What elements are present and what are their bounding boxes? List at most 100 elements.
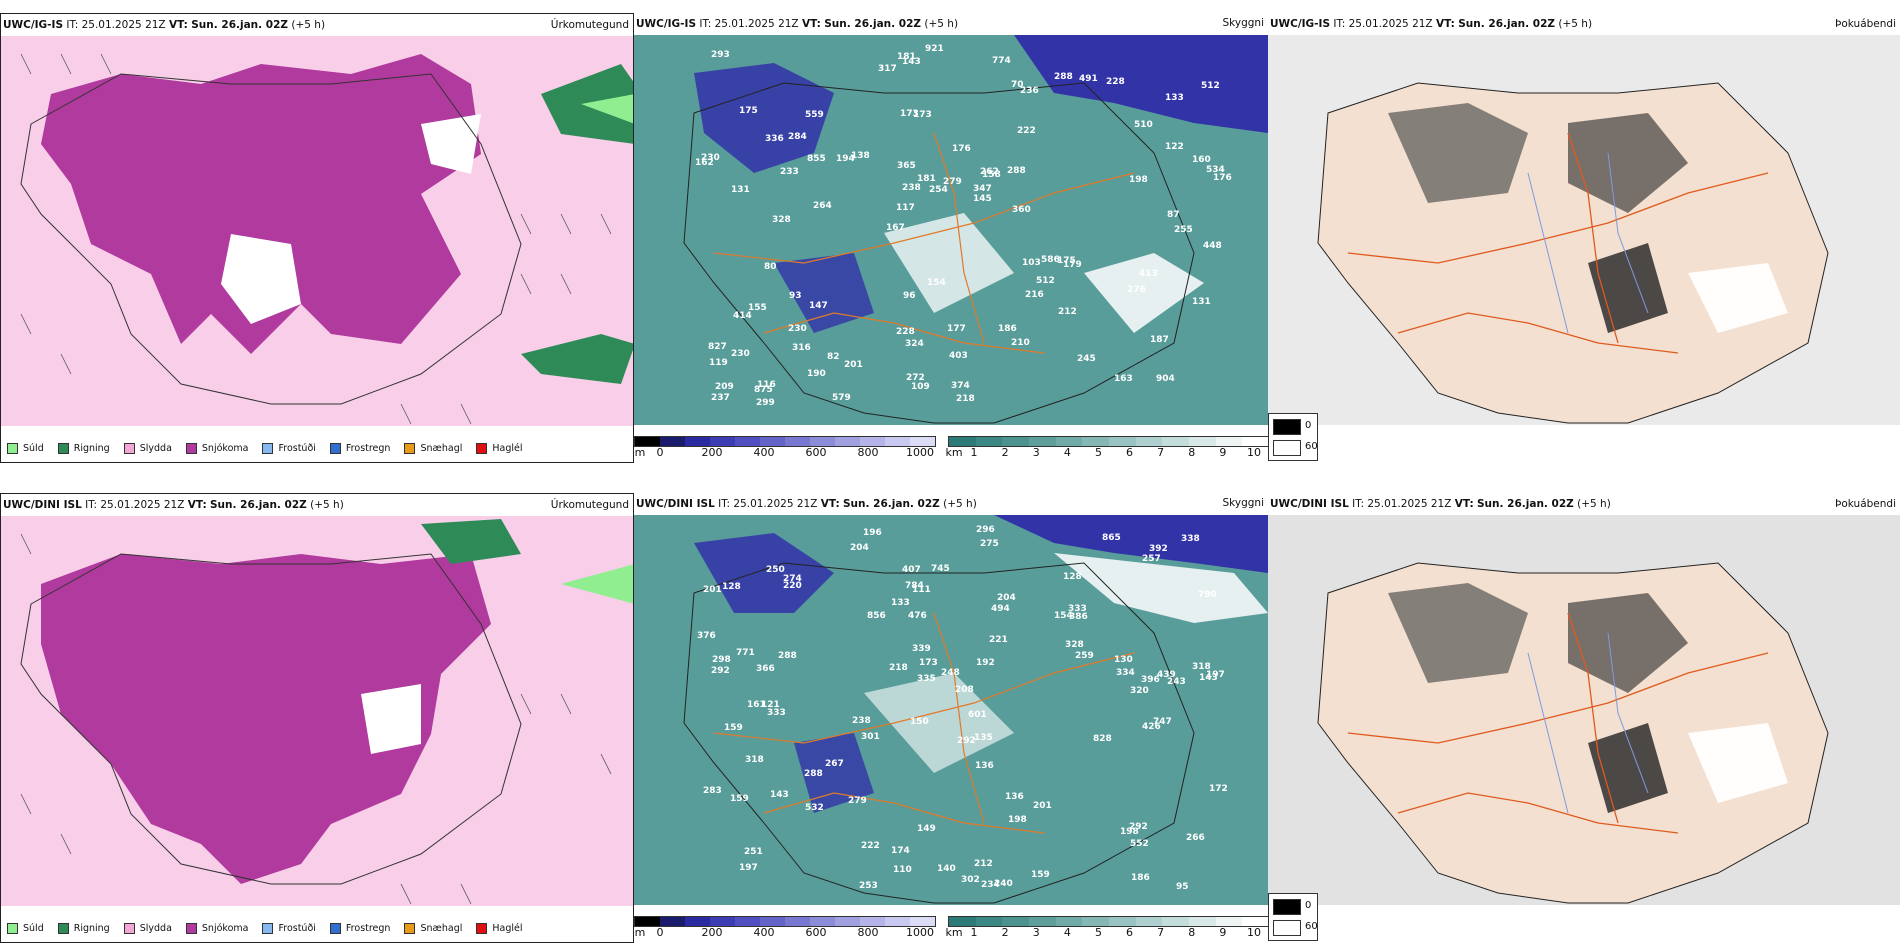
legend-label: Rigning (73, 443, 110, 454)
colorbar-step (1055, 437, 1083, 446)
visibility-value: 745 (931, 564, 950, 574)
colorbar-step (1109, 437, 1136, 446)
visibility-value: 365 (897, 161, 916, 171)
visibility-value: 196 (863, 528, 882, 538)
colorbar-tick: 6 (1126, 926, 1134, 939)
visibility-value: 198 (1129, 175, 1148, 185)
legend-swatch (123, 443, 135, 454)
cloud-base-colorbar (634, 916, 936, 927)
visibility-value: 396 (1141, 675, 1160, 685)
colorbar-step (885, 917, 910, 926)
colorbar-tick: 1000 (906, 446, 934, 459)
visibility-value: 218 (889, 663, 908, 673)
it-value: 25.01.2025 21Z (733, 498, 818, 510)
visibility-value: 338 (1181, 534, 1200, 544)
fog-high-swatch (1273, 920, 1301, 936)
visibility-value: 771 (736, 648, 755, 658)
no-precip-area (221, 234, 301, 324)
it-value: 25.01.2025 21Z (81, 19, 166, 31)
legend-label: Frostregn (345, 443, 391, 454)
visibility-value: 333 (767, 708, 786, 718)
visibility-value: 230 (701, 153, 720, 163)
legend-swatch (7, 443, 18, 454)
colorbar-unit: km (945, 446, 963, 459)
colorbar-unit: km (945, 926, 963, 939)
snow-area (41, 54, 481, 354)
visibility-value: 143 (1199, 673, 1218, 683)
roads (713, 612, 1135, 834)
colorbar-step (1002, 437, 1030, 446)
colorbar-step (860, 917, 885, 926)
visibility-value: 210 (1011, 338, 1030, 348)
visibility-value: 228 (896, 327, 915, 337)
visibility-value: 494 (991, 604, 1010, 614)
visibility-value: 262 (980, 167, 999, 177)
legend-swatch (476, 443, 488, 454)
visibility-value: 250 (766, 565, 785, 575)
visibility-value: 238 (902, 183, 921, 193)
colorbar-tick: 7 (1157, 926, 1165, 939)
vt-value: Sun. 26.jan. 02Z (824, 18, 922, 30)
colorbar-step (1189, 917, 1216, 926)
colorbar-step (1002, 917, 1030, 926)
visibility-value: 827 (708, 342, 727, 352)
colorbar-tick: 200 (701, 446, 723, 459)
colorbar-step (1135, 917, 1163, 926)
snow-area (41, 554, 491, 884)
colorbar-step (949, 917, 976, 926)
visibility-value: 187 (1150, 335, 1169, 345)
visibility-value: 296 (976, 525, 995, 535)
legend-item: Rigning (57, 443, 110, 454)
visibility-map-graphic (634, 35, 1268, 425)
visibility-value: 138 (851, 151, 870, 161)
legend-label: Haglél (492, 443, 523, 454)
visibility-value: 119 (709, 358, 728, 368)
colorbar-step (910, 917, 935, 926)
visibility-value: 747 (1153, 717, 1172, 727)
visibility-value: 212 (974, 859, 993, 869)
cloud-base-colorbar (634, 436, 936, 447)
colorbar-tick: 10 (1247, 446, 1261, 459)
fog-low-swatch (1273, 419, 1301, 435)
vt-prefix: VT: (820, 498, 840, 510)
visibility-value: 243 (1167, 677, 1186, 687)
visibility-value: 172 (1209, 784, 1228, 794)
vt-prefix: VT: (1454, 498, 1474, 510)
visibility-value: 177 (947, 324, 966, 334)
visibility-value: 251 (744, 847, 763, 857)
panel-header: UWC/IG-IS IT: 25.01.2025 21Z VT: Sun. 26… (3, 19, 325, 31)
visibility-value: 201 (844, 360, 863, 370)
visibility-value: 230 (731, 349, 750, 359)
low-cloud-area (994, 515, 1268, 573)
visibility-value: 216 (1025, 290, 1044, 300)
offset: (+5 h) (924, 18, 959, 30)
visibility-value: 222 (1017, 126, 1036, 136)
colorbar-step (660, 437, 685, 446)
visibility-value: 491 (1079, 74, 1098, 84)
legend-label: Frostúði (278, 443, 316, 454)
visibility-value: 275 (980, 539, 999, 549)
it-prefix: IT: (85, 499, 98, 511)
colorbar-tick: 6 (1126, 446, 1134, 459)
legend-label: Súld (23, 923, 44, 934)
visibility-value: 476 (908, 611, 927, 621)
legend-swatch (185, 443, 197, 454)
visibility-value: 111 (912, 585, 931, 595)
visibility-value: 267 (825, 759, 844, 769)
colorbar-tick: 9 (1219, 926, 1227, 939)
visibility-value: 259 (1075, 651, 1094, 661)
colorbar-step (949, 437, 976, 446)
legend-swatch (123, 923, 135, 934)
visibility-value: 154 (1054, 611, 1073, 621)
visibility-values: 904 131 133 167 222 116 173 176 155 138 119 316 173 1… (634, 13, 1268, 463)
visibility-values: 196 128 143 150 135 121 128 154 159 494 208 197 204 2… (634, 493, 1268, 943)
legend-item: Haglél (476, 443, 523, 454)
rivers (1527, 632, 1649, 814)
legend-swatch (329, 443, 341, 454)
visibility-value: 790 (1198, 590, 1217, 600)
colorbar-tick: 1000 (906, 926, 934, 939)
legend-swatch (185, 923, 197, 934)
visibility-value: 328 (772, 215, 791, 225)
legend-label: Frostregn (345, 923, 391, 934)
visibility-value: 209 (715, 382, 734, 392)
